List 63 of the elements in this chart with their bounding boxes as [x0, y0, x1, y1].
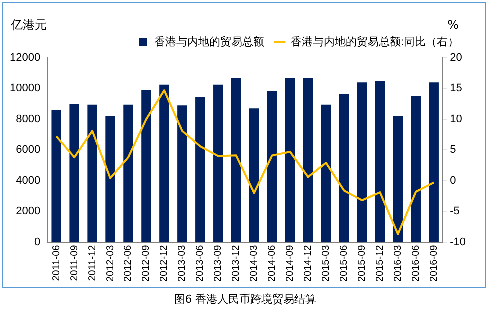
x-tick-label: 2015-09: [356, 244, 368, 282]
bar: [249, 108, 260, 242]
x-tick-label: 2013-03: [177, 244, 188, 282]
y-tick-label: 8000: [16, 113, 41, 126]
x-tick-label: 2013-12: [231, 244, 242, 282]
bar: [160, 84, 170, 242]
bar: [321, 104, 332, 242]
bar: [429, 82, 439, 242]
x-tick-label: 2016-09: [428, 244, 440, 282]
bar: [214, 84, 224, 242]
bar: [357, 82, 368, 242]
y2-tick-label: 20: [450, 52, 462, 64]
x-tick-label: 2013-06: [195, 244, 206, 282]
y-axis-title: 亿港元: [10, 18, 47, 32]
bar: [88, 104, 98, 242]
bar: [124, 104, 134, 242]
x-tick-label: 2014-03: [249, 244, 260, 282]
x-tick-label: 2011-06: [51, 244, 62, 282]
x-tick-label: 2015-12: [374, 244, 386, 282]
y2-tick-label: 15: [450, 82, 462, 95]
x-tick-label: 2012-12: [159, 244, 170, 282]
bar: [411, 96, 421, 242]
x-tick-label: 2016-06: [410, 244, 422, 282]
x-tick-label: 2014-09: [285, 244, 296, 282]
y-tick-label: 0: [34, 236, 41, 248]
y2-axis-title: %: [448, 18, 459, 32]
bar: [52, 110, 62, 242]
x-tick-label: 2015-06: [338, 244, 350, 282]
bar: [196, 97, 206, 242]
y-tick-label: 6000: [16, 144, 41, 156]
y-tick-label: 2000: [16, 206, 41, 218]
x-tick-label: 2015-03: [320, 244, 332, 282]
bar: [70, 104, 80, 242]
legend-label: 香港与内地的贸易总额: [154, 36, 264, 49]
y-tick-label: 4000: [16, 174, 41, 187]
x-tick-label: 2014-06: [267, 244, 278, 282]
bar: [232, 78, 242, 242]
bar: [178, 106, 188, 242]
bar: [142, 90, 152, 242]
x-tick-label: 2012-03: [105, 244, 116, 282]
y2-tick-label: -10: [450, 236, 466, 248]
x-tick-label: 2011-09: [69, 244, 80, 282]
legend-label: 香港与内地的贸易总额:同比（右）: [290, 36, 460, 49]
x-tick-label: 2011-12: [87, 244, 98, 282]
bar: [339, 94, 350, 242]
bar: [106, 116, 116, 242]
y2-tick-label: 5: [450, 144, 456, 156]
x-tick-label: 2014-12: [303, 244, 314, 282]
x-tick-label: 2012-06: [123, 244, 134, 282]
bar: [375, 81, 386, 242]
y-tick-label: 10000: [10, 82, 41, 95]
y2-tick-label: 0: [450, 174, 456, 187]
bar: [285, 78, 296, 242]
bar: [303, 78, 314, 242]
y2-tick-label: 10: [450, 113, 462, 126]
bar: [267, 91, 278, 242]
x-tick-label: 2013-09: [213, 244, 224, 282]
x-tick-label: 2012-09: [141, 244, 152, 282]
x-tick-label: 2016-03: [392, 244, 404, 282]
y-tick-label: 12000: [10, 52, 41, 64]
bar: [393, 116, 404, 242]
y2-tick-label: -5: [450, 206, 460, 218]
caption: 图6 香港人民币跨境贸易结算: [173, 292, 318, 307]
